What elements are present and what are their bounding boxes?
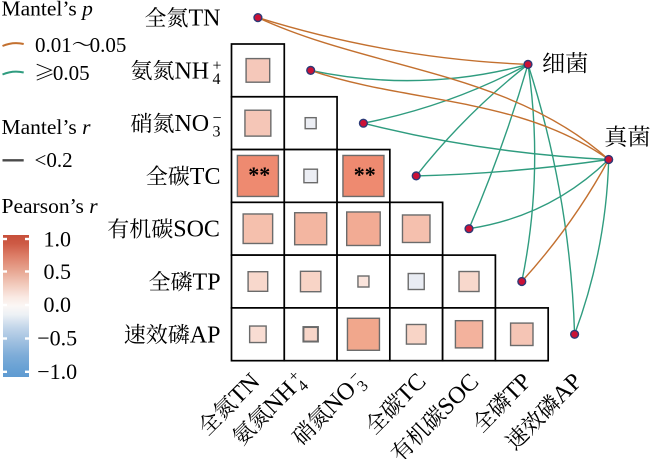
svg-text:+: + <box>212 57 221 74</box>
svg-text:0.05: 0.05 <box>53 61 90 85</box>
svg-text:0.01: 0.01 <box>35 33 72 57</box>
svg-text:−0.5: −0.5 <box>37 325 77 350</box>
svg-text:TN: TN <box>188 6 220 32</box>
svg-text:NO: NO <box>174 111 209 137</box>
svg-text:1.0: 1.0 <box>43 226 71 251</box>
svg-text:SOC: SOC <box>173 217 220 243</box>
svg-text:−: − <box>212 110 221 127</box>
svg-text:0.05: 0.05 <box>90 33 127 57</box>
svg-text:TP: TP <box>193 270 221 296</box>
svg-text:0.0: 0.0 <box>43 292 71 317</box>
svg-text:Mantel’s r: Mantel’s r <box>2 115 92 139</box>
svg-text:**: ** <box>354 162 376 187</box>
svg-text:NH: NH <box>174 58 209 84</box>
svg-text:<0.2: <0.2 <box>35 148 73 172</box>
svg-text:0.5: 0.5 <box>43 259 71 284</box>
svg-text:Pearson’s r: Pearson’s r <box>2 194 99 218</box>
svg-text:−1.0: −1.0 <box>37 359 77 384</box>
svg-text:**: ** <box>248 162 270 187</box>
svg-text:4: 4 <box>212 71 220 88</box>
svg-text:Mantel’s p: Mantel’s p <box>2 0 94 20</box>
svg-text:3: 3 <box>212 124 220 141</box>
svg-text:AP: AP <box>190 322 221 348</box>
svg-text:TC: TC <box>190 164 221 190</box>
